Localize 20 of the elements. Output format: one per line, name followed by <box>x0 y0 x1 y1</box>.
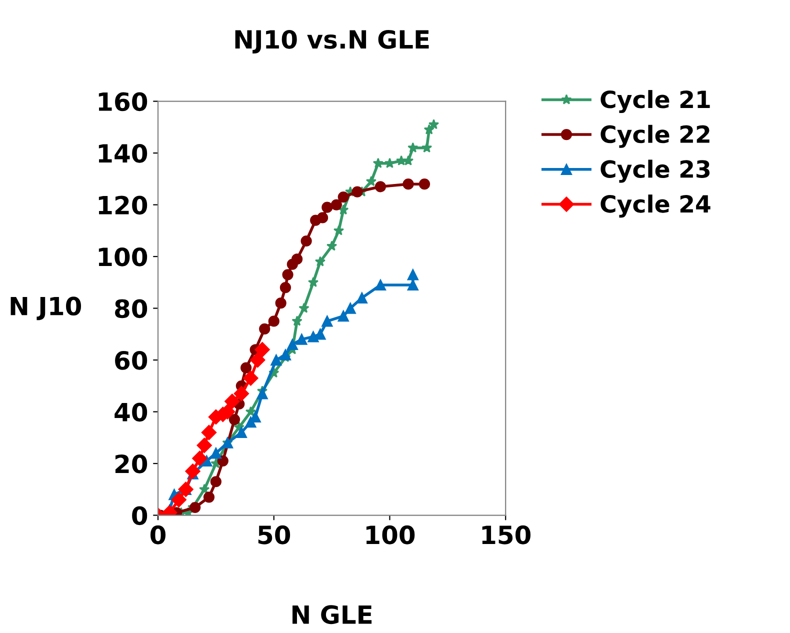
y-tick-label: 60 <box>115 350 148 370</box>
y-tick-label: 120 <box>98 196 148 215</box>
y-tick-label: 100 <box>98 247 148 266</box>
chart-title: NJ10 vs.N GLE <box>235 30 429 54</box>
y-tick-label: 80 <box>115 299 148 318</box>
x-tick-label: 150 <box>482 525 530 544</box>
legend-label: Cycle 24 <box>600 194 710 218</box>
y-tick-label: 140 <box>98 144 148 163</box>
x-tick-label: 0 <box>150 525 166 544</box>
y-tick-label: 160 <box>98 92 148 112</box>
legend-label: Cycle 21 <box>600 90 710 114</box>
y-axis-title: N J10 <box>10 296 82 320</box>
x-tick-label: 100 <box>366 525 415 544</box>
x-axis-title: N GLE <box>292 605 372 624</box>
legend-label: Cycle 22 <box>600 124 710 148</box>
y-tick-label: 0 <box>132 506 148 526</box>
legend-label: Cycle 23 <box>600 160 710 183</box>
x-tick-label: 50 <box>258 525 290 544</box>
y-tick-label: 40 <box>114 402 148 422</box>
y-tick-label: 20 <box>115 454 148 474</box>
